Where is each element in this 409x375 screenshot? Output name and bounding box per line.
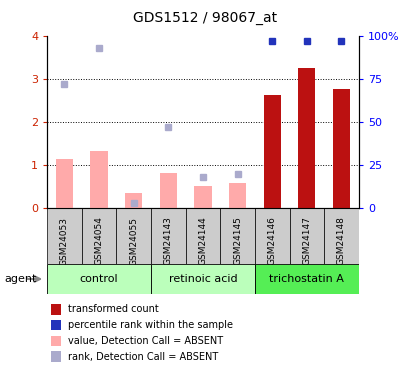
Bar: [90, 151, 108, 208]
Text: agent: agent: [4, 274, 36, 284]
Bar: [254, 264, 358, 294]
Bar: [194, 186, 211, 208]
Bar: [151, 208, 185, 264]
Bar: [228, 183, 246, 208]
Text: GSM24147: GSM24147: [301, 217, 310, 266]
Text: GSM24055: GSM24055: [129, 217, 138, 266]
Bar: [47, 208, 81, 264]
Bar: [263, 95, 280, 208]
Text: value, Detection Call = ABSENT: value, Detection Call = ABSENT: [67, 336, 222, 346]
Bar: [332, 88, 349, 208]
Bar: [324, 208, 358, 264]
Text: trichostatin A: trichostatin A: [269, 274, 344, 284]
Text: GSM24054: GSM24054: [94, 217, 103, 266]
Bar: [289, 208, 324, 264]
Text: GSM24145: GSM24145: [232, 217, 241, 266]
Text: GDS1512 / 98067_at: GDS1512 / 98067_at: [133, 11, 276, 25]
Bar: [151, 264, 254, 294]
Text: GSM24146: GSM24146: [267, 217, 276, 266]
Text: GSM24148: GSM24148: [336, 217, 345, 266]
Bar: [297, 68, 315, 208]
Text: GSM24053: GSM24053: [60, 217, 69, 266]
Text: GSM24144: GSM24144: [198, 217, 207, 266]
Bar: [81, 208, 116, 264]
Bar: [125, 193, 142, 208]
Bar: [159, 173, 177, 208]
Text: percentile rank within the sample: percentile rank within the sample: [67, 320, 232, 330]
Bar: [254, 208, 289, 264]
Bar: [185, 208, 220, 264]
Bar: [220, 208, 254, 264]
Bar: [47, 264, 151, 294]
Text: GSM24143: GSM24143: [164, 217, 173, 266]
Text: retinoic acid: retinoic acid: [168, 274, 237, 284]
Text: rank, Detection Call = ABSENT: rank, Detection Call = ABSENT: [67, 352, 217, 362]
Text: transformed count: transformed count: [67, 304, 158, 314]
Bar: [116, 208, 151, 264]
Bar: [56, 159, 73, 208]
Text: control: control: [80, 274, 118, 284]
